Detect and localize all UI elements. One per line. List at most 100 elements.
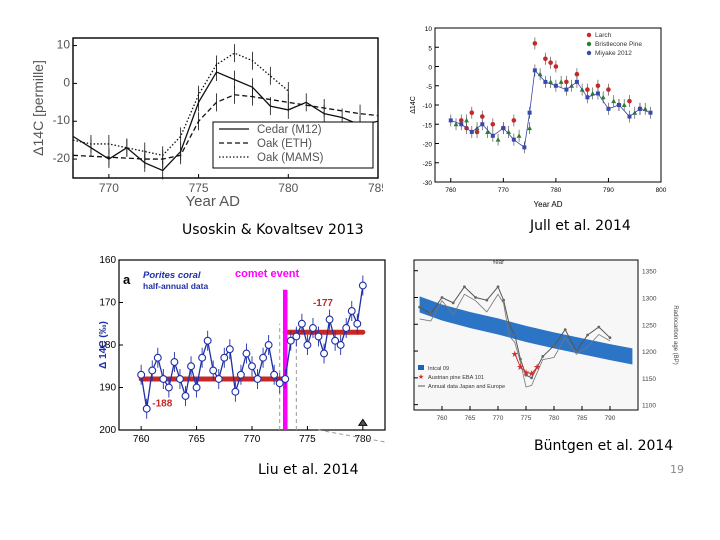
- data-point: [627, 98, 632, 104]
- buntgen-chart-panel: 760 765 770 775 780 785 790 1350 1300 1250 1200 115…: [406, 252, 680, 424]
- data-point: [342, 324, 351, 332]
- legend-swatch: [418, 365, 424, 370]
- data-point: [543, 56, 548, 62]
- data-point: [209, 366, 218, 375]
- data-point: [564, 79, 569, 85]
- y-tick-label: 1300: [642, 296, 657, 303]
- y-tick-label: -5: [426, 84, 432, 91]
- data-point: [303, 341, 312, 349]
- data-point: ★: [516, 362, 524, 372]
- data-point: [220, 353, 229, 362]
- x-tick-label: 765: [188, 434, 205, 445]
- data-point: [142, 404, 151, 413]
- data-point: [181, 392, 190, 400]
- data-point: [548, 60, 553, 65]
- legend-swatch: ★: [418, 373, 424, 381]
- jull-chart: 760 770 780 790 800 10 5 0 -5 -10 -15 -20 -25 -30 Δ14C…: [410, 26, 667, 209]
- data-point: [621, 102, 627, 107]
- data-point: [203, 336, 212, 345]
- data-point: [336, 341, 345, 349]
- data-point: [170, 358, 179, 366]
- y-axis-label: Radiocarbon age (BP): [672, 305, 678, 364]
- data-point: [469, 110, 475, 115]
- data-point: [541, 355, 545, 358]
- data-point: [485, 129, 490, 134]
- y-tick-label: -200: [99, 425, 116, 436]
- legend-box: [212, 121, 374, 169]
- y-tick-label: -180: [99, 340, 116, 351]
- data-point: [586, 333, 589, 337]
- data-point: [507, 322, 511, 326]
- data-point: [137, 370, 146, 379]
- data-point: [597, 325, 601, 329]
- y-tick-label: 1150: [642, 376, 656, 383]
- data-point: [575, 349, 578, 353]
- marker-triangle: [357, 418, 368, 426]
- legend-label: Larch: [595, 32, 612, 39]
- data-point: [292, 332, 301, 341]
- data-point: [600, 94, 606, 100]
- y-tick-label: -25: [423, 161, 433, 168]
- data-point: ★: [533, 362, 541, 372]
- data-point: [440, 296, 444, 299]
- data-point: [513, 333, 517, 337]
- data-point: [259, 353, 268, 362]
- x-tick-label: 770: [99, 181, 119, 195]
- data-point: [495, 137, 501, 142]
- data-point: [176, 375, 184, 383]
- legend-label: Annual data Japan and Europe: [428, 384, 505, 390]
- data-point: [524, 373, 528, 377]
- caption-jull: Jull et al. 2014: [530, 218, 631, 234]
- buntgen-chart: 760 765 770 775 780 785 790 1350 1300 1250 1200 115…: [413, 259, 678, 422]
- x-tick-label: 775: [521, 415, 532, 422]
- data-point: [516, 133, 522, 138]
- data-point: [429, 312, 433, 315]
- data-point: [606, 87, 611, 92]
- y-tick-label: -10: [423, 103, 433, 110]
- x-tick-label: 770: [498, 187, 509, 194]
- data-point: [453, 121, 459, 127]
- y-tick-label: -20: [53, 151, 71, 165]
- y-axis-label: Δ14C: [410, 96, 417, 114]
- series-line: [419, 293, 611, 388]
- series-line: [72, 71, 379, 172]
- y-tick-label: -10: [53, 113, 71, 127]
- data-point: [297, 319, 306, 328]
- usoskin-chart-panel: 770 775 780 785 10 0 -10 -20 Δ14C [permille] Year…: [29, 24, 388, 211]
- y-tick-label: -20: [423, 142, 433, 149]
- legend-swatch: [586, 41, 592, 47]
- data-point: [286, 336, 295, 345]
- x-tick-label: 790: [605, 415, 616, 422]
- data-point: [519, 357, 522, 361]
- legend-label: Austrian pine EBA 101: [428, 375, 484, 381]
- y-tick-label: -190: [99, 383, 116, 394]
- data-point: [270, 370, 279, 379]
- data-point: [418, 305, 421, 309]
- legend-swatch: [586, 32, 592, 38]
- x-tick-label: 760: [445, 187, 456, 194]
- caption-usoskin: Usoskin & Kovaltsev 2013: [182, 222, 364, 238]
- data-point: [553, 64, 559, 69]
- data-point: [474, 296, 477, 299]
- y-tick-label: 0: [63, 75, 70, 89]
- data-point: [309, 324, 317, 332]
- y-tick-label: -15: [423, 122, 433, 129]
- data-point: [192, 383, 201, 392]
- x-tick-label: 780: [549, 415, 560, 422]
- x-tick-label: 790: [603, 187, 614, 194]
- y-tick-label: 0: [428, 65, 432, 72]
- data-point: [187, 362, 195, 371]
- data-point: [331, 336, 340, 345]
- y-tick-label: 1100: [642, 403, 656, 410]
- data-point: [527, 125, 533, 131]
- data-point: [198, 353, 207, 362]
- data-point: [353, 319, 362, 328]
- y-tick-label: 10: [57, 38, 71, 52]
- legend-subtitle: half-annual data: [143, 281, 208, 291]
- usoskin-chart: 770 775 780 785 10 0 -10 -20 Δ14C [permille] Year…: [30, 37, 388, 210]
- data-point: [558, 79, 564, 84]
- data-point: [264, 341, 273, 349]
- data-point: [502, 298, 505, 302]
- x-tick-label: 765: [465, 415, 476, 422]
- panel-label: a: [123, 272, 131, 287]
